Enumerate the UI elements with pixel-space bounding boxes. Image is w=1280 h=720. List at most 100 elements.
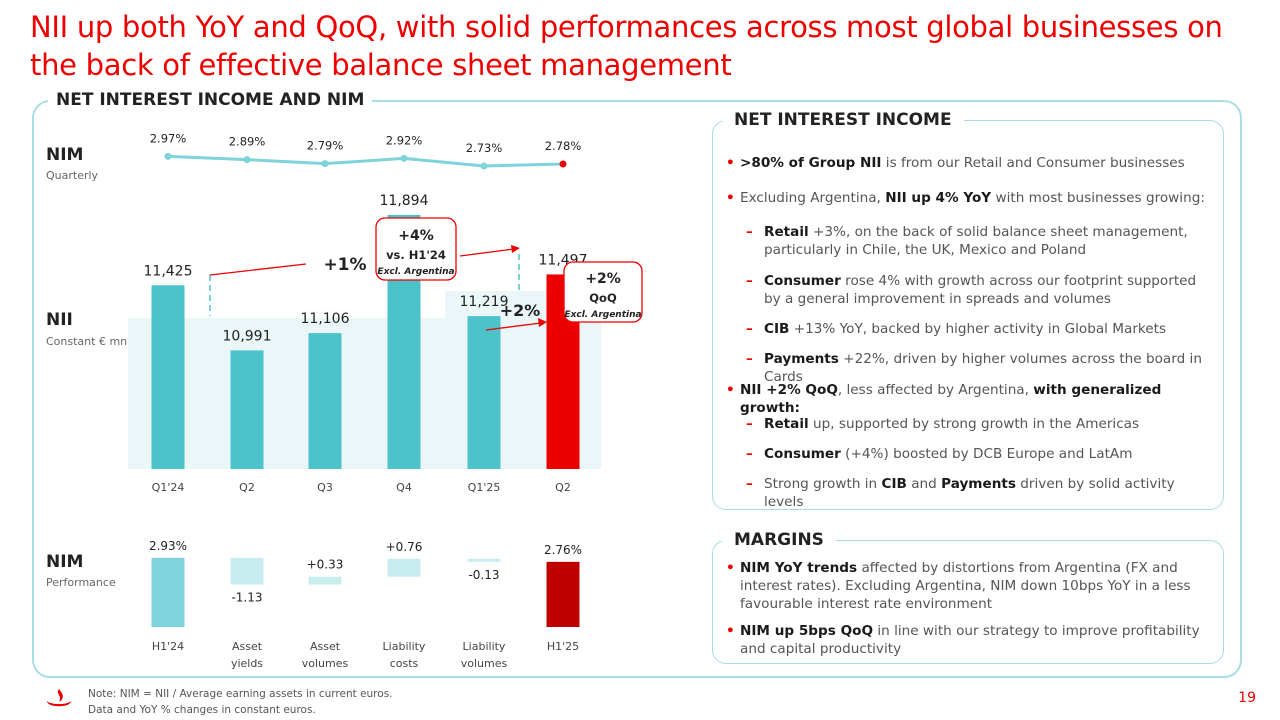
bullet-text: CIB +13% YoY, backed by higher activity … — [764, 321, 1167, 337]
bullet-text: NIM up 5bps QoQ in line with our strateg… — [740, 623, 1200, 657]
nim-quarterly-line — [167, 154, 564, 168]
bullet-marker: • — [726, 623, 735, 639]
yoy-excl-pct: +4% — [398, 228, 434, 244]
bullet-text: Consumer rose 4% with growth across our … — [764, 273, 1197, 307]
nim-performance-value-label: +0.33 — [307, 558, 344, 572]
nim-performance-category-label: H1'25 — [547, 640, 579, 653]
nim-performance-category-label: Asset — [310, 640, 341, 653]
nii-value-label: 10,991 — [223, 328, 272, 344]
nii-bullet: • >80% of Group NII is from our Retail an… — [726, 154, 1206, 172]
qoq-excl-pct: +2% — [585, 271, 621, 287]
yoy-arrow-line-right — [459, 248, 515, 257]
nim-performance-category-label: volumes — [461, 657, 508, 670]
nim-performance-category-label: Asset — [232, 640, 263, 653]
nim-quarterly-point — [243, 156, 251, 164]
bullet-marker: • — [726, 155, 735, 171]
bullet-text: NIM YoY trends affected by distortions f… — [740, 560, 1191, 612]
nii-bullet: – Strong growth in CIB and Payments drive… — [746, 475, 1206, 511]
nim-performance-label: NIM — [46, 552, 84, 572]
nii-category-label: Q4 — [396, 481, 412, 494]
nii-bullet: • NII +2% QoQ, less affected by Argentina… — [726, 381, 1206, 417]
nii-category-label: Q1'25 — [468, 481, 501, 494]
nii-bullet: – Retail +3%, on the back of solid balanc… — [746, 223, 1206, 259]
nim-performance-value-label: -1.13 — [231, 591, 262, 605]
nim-quarterly-chart: 2.97% 2.89% 2.79% 2.92% 2.73% 2.78% — [150, 131, 582, 170]
bullet-text: Payments +22%, driven by higher volumes … — [764, 351, 1202, 385]
bullet-text: Retail +3%, on the back of solid balance… — [764, 224, 1188, 258]
footnote-line-1: Note: NIM = NII / Average earning assets… — [88, 688, 393, 700]
nim-quarterly-point — [480, 162, 488, 170]
nii-label: NII — [46, 310, 73, 330]
margins-bullet: • NIM up 5bps QoQ in line with our strate… — [726, 622, 1206, 658]
nii-bar — [308, 333, 342, 469]
nim-performance-value-label: 2.93% — [149, 539, 187, 553]
nim-performance-bar — [467, 558, 501, 562]
nim-performance-value-label: -0.13 — [468, 568, 499, 582]
nii-bar — [151, 285, 185, 469]
nim-quarterly-point — [559, 160, 567, 168]
footnote: Note: NIM = NII / Average earning assets… — [88, 686, 393, 718]
margins-box — [712, 540, 1224, 664]
bullet-text: Consumer (+4%) boosted by DCB Europe and… — [764, 446, 1133, 462]
bullet-marker: – — [746, 224, 753, 240]
nim-quarterly-label: 2.89% — [229, 135, 266, 149]
yoy-excl-box — [375, 217, 457, 281]
nim-performance-bar — [308, 576, 342, 585]
nim-performance-category-label: yields — [231, 657, 263, 670]
nim-quarterly-label: 2.79% — [307, 139, 344, 153]
nim-quarterly-label: 2.73% — [466, 141, 503, 155]
nii-category-label: Q3 — [317, 481, 333, 494]
nii-bullet: – Consumer (+4%) boosted by DCB Europe an… — [746, 445, 1206, 463]
slide-title: NII up both YoY and QoQ, with solid perf… — [30, 10, 1223, 82]
qoq-excl-box — [563, 261, 643, 323]
nim-quarterly-point — [400, 154, 408, 162]
nim-performance-bar — [151, 557, 185, 627]
nim-quarterly-label: NIM — [46, 145, 84, 165]
nim-performance-value-label: 2.76% — [544, 543, 582, 557]
bullet-marker: – — [746, 321, 753, 337]
bullet-marker: – — [746, 476, 753, 492]
bullet-text: NII +2% QoQ, less affected by Argentina,… — [740, 382, 1162, 416]
nii-commentary-title: NET INTEREST INCOME — [722, 110, 964, 130]
nim-performance-chart: 2.93% H1'24 -1.13 Asset yields +0.33 Asset volu… — [149, 539, 582, 670]
left-panel-title: NET INTEREST INCOME AND NIM — [48, 90, 373, 110]
santander-flame-icon — [47, 689, 71, 707]
qoq-pct: +2% — [500, 301, 541, 320]
nii-value-label: 11,894 — [380, 193, 429, 209]
nim-quarterly-point — [321, 160, 329, 168]
bullet-marker: – — [746, 351, 753, 367]
nim-quarterly-point — [164, 152, 172, 160]
nii-commentary-box — [712, 120, 1224, 510]
nii-sublabel: Constant € mn — [46, 335, 128, 348]
page-number: 19 — [1238, 690, 1256, 706]
margins-title: MARGINS — [722, 530, 836, 550]
margins-bullet: • NIM YoY trends affected by distortions … — [726, 559, 1206, 613]
nim-quarterly-label: 2.78% — [545, 139, 582, 153]
nii-chart-background — [128, 318, 601, 469]
footnote-line-2: Data and YoY % changes in constant euros… — [88, 704, 316, 716]
yoy-excl-note: Excl. Argentina — [377, 267, 454, 277]
nim-performance-category-label: Liability — [463, 640, 506, 653]
nii-bar — [467, 316, 501, 469]
charts-canvas: 2.97% 2.89% 2.79% 2.92% 2.73% 2.78% 11,425 Q1'… — [128, 131, 643, 670]
nim-quarterly-label: 2.92% — [386, 133, 423, 147]
bullet-marker: • — [726, 190, 735, 206]
bullet-text: Excluding Argentina, NII up 4% YoY with … — [740, 190, 1205, 206]
qoq-arrow-head — [538, 318, 547, 327]
nii-category-label: Q2 — [239, 481, 255, 494]
nim-performance-bar — [230, 557, 264, 585]
bullet-marker: • — [726, 382, 735, 398]
nii-bullet: – Payments +22%, driven by higher volumes… — [746, 350, 1206, 386]
bullet-marker: • — [726, 560, 735, 576]
nim-performance-category-label: costs — [390, 657, 419, 670]
yoy-arrow-line-left — [209, 263, 307, 276]
yoy-pct: +1% — [323, 255, 366, 275]
nii-value-label: 11,425 — [144, 263, 193, 279]
yoy-arrow-head — [511, 245, 520, 253]
nii-category-label: Q1'24 — [152, 481, 185, 494]
yoy-excl-vs: vs. H1'24 — [386, 248, 446, 262]
nim-quarterly-label: 2.97% — [150, 131, 187, 145]
nim-performance-bar — [387, 558, 421, 577]
nim-performance-sublabel: Performance — [46, 576, 116, 589]
bullet-text: >80% of Group NII is from our Retail and… — [740, 155, 1185, 171]
